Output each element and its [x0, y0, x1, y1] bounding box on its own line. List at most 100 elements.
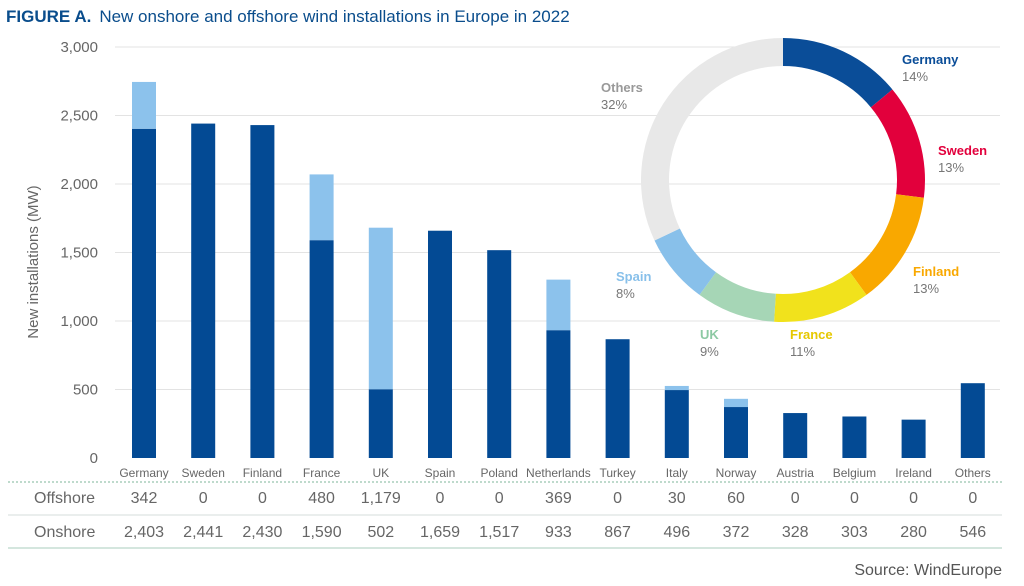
- category-label: Netherlands: [526, 466, 591, 480]
- donut-label: Spain: [616, 269, 651, 284]
- category-label: Finland: [243, 466, 282, 480]
- offshore-value: 0: [850, 490, 859, 507]
- onshore-value: 372: [723, 524, 750, 541]
- donut-percent: 13%: [938, 160, 964, 175]
- bar-onshore-austria: [783, 413, 808, 458]
- category-label: Germany: [119, 466, 168, 480]
- bar-onshore-uk: [368, 389, 393, 458]
- donut-percent: 32%: [601, 97, 627, 112]
- category-label: Ireland: [895, 466, 932, 480]
- offshore-value: 1,179: [361, 490, 401, 507]
- bar-onshore-belgium: [842, 416, 867, 458]
- donut-label: Finland: [913, 264, 959, 279]
- bar-offshore-uk: [368, 227, 393, 390]
- donut-percent: 8%: [616, 286, 635, 301]
- row-label-offshore: Offshore: [34, 490, 95, 507]
- donut-percent: 14%: [902, 69, 928, 84]
- donut-label: UK: [700, 327, 719, 342]
- donut-slice-uk: [699, 272, 776, 322]
- y-tick-label: 1,500: [60, 245, 98, 262]
- offshore-value: 0: [495, 490, 504, 507]
- donut-slice-germany: [783, 38, 893, 108]
- bar-offshore-norway: [724, 398, 748, 408]
- offshore-value: 0: [909, 490, 918, 507]
- offshore-value: 369: [545, 490, 572, 507]
- bar-onshore-turkey: [605, 339, 630, 458]
- y-tick-label: 2,000: [60, 176, 98, 193]
- onshore-value: 2,441: [183, 524, 223, 541]
- offshore-value: 0: [613, 490, 622, 507]
- onshore-value: 303: [841, 524, 868, 541]
- donut-label: France: [790, 327, 833, 342]
- onshore-value: 867: [604, 524, 631, 541]
- category-label: Norway: [716, 466, 757, 480]
- offshore-value: 0: [258, 490, 267, 507]
- onshore-value: 1,659: [420, 524, 460, 541]
- category-label: UK: [372, 466, 389, 480]
- donut-percent: 13%: [913, 281, 939, 296]
- row-label-onshore: Onshore: [34, 524, 95, 541]
- offshore-value: 0: [199, 490, 208, 507]
- donut-slice-france: [774, 272, 867, 322]
- donut-label: Others: [601, 80, 643, 95]
- bar-onshore-others: [960, 383, 985, 458]
- y-tick-label: 500: [73, 382, 98, 399]
- category-label: Others: [955, 466, 991, 480]
- donut-slice-sweden: [870, 89, 926, 198]
- offshore-value: 30: [668, 490, 686, 507]
- offshore-value: 0: [436, 490, 445, 507]
- bar-offshore-germany: [132, 81, 156, 129]
- bar-offshore-france: [309, 174, 334, 241]
- figure-title: FIGURE A. New onshore and offshore wind i…: [6, 7, 570, 26]
- donut-label: Germany: [902, 52, 959, 67]
- bar-onshore-spain: [428, 230, 452, 458]
- bar-onshore-netherlands: [546, 330, 571, 458]
- bar-onshore-norway: [724, 407, 748, 458]
- category-label: Sweden: [182, 466, 225, 480]
- category-label: Poland: [481, 466, 518, 480]
- category-label: Belgium: [833, 466, 876, 480]
- bar-onshore-poland: [487, 250, 512, 458]
- bar-onshore-france: [309, 240, 334, 458]
- bar-onshore-finland: [250, 125, 275, 458]
- category-label: France: [303, 466, 341, 480]
- donut-slice-spain: [654, 228, 716, 295]
- donut-slice-finland: [850, 194, 924, 295]
- bar-offshore-netherlands: [546, 279, 571, 331]
- y-tick-label: 3,000: [60, 39, 98, 56]
- onshore-value: 328: [782, 524, 809, 541]
- y-tick-label: 1,000: [60, 313, 98, 330]
- category-label: Turkey: [599, 466, 635, 480]
- donut-slice-others: [641, 38, 783, 241]
- offshore-value: 0: [968, 490, 977, 507]
- onshore-value: 502: [367, 524, 394, 541]
- onshore-value: 2,430: [242, 524, 282, 541]
- bar-onshore-sweden: [191, 123, 216, 458]
- donut-label: Sweden: [938, 143, 987, 158]
- category-label: Italy: [666, 466, 688, 480]
- offshore-value: 0: [791, 490, 800, 507]
- bar-offshore-italy: [664, 385, 689, 391]
- offshore-value: 480: [308, 490, 335, 507]
- onshore-value: 280: [900, 524, 927, 541]
- bar-onshore-italy: [664, 390, 689, 458]
- donut-percent: 9%: [700, 344, 719, 359]
- onshore-value: 2,403: [124, 524, 164, 541]
- source-note: Source: WindEurope: [854, 562, 1002, 579]
- onshore-value: 546: [959, 524, 986, 541]
- y-tick-label: 0: [90, 450, 98, 467]
- category-label: Austria: [777, 466, 815, 480]
- bar-onshore-germany: [132, 128, 156, 458]
- onshore-value: 496: [663, 524, 690, 541]
- y-tick-label: 2,500: [60, 108, 98, 125]
- bar-onshore-ireland: [901, 419, 926, 458]
- onshore-value: 1,590: [302, 524, 342, 541]
- offshore-value: 342: [131, 490, 158, 507]
- y-axis-label: New installations (MW): [25, 185, 42, 338]
- onshore-value: 1,517: [479, 524, 519, 541]
- category-label: Spain: [425, 466, 456, 480]
- donut-percent: 11%: [790, 344, 815, 359]
- offshore-value: 60: [727, 490, 745, 507]
- onshore-value: 933: [545, 524, 572, 541]
